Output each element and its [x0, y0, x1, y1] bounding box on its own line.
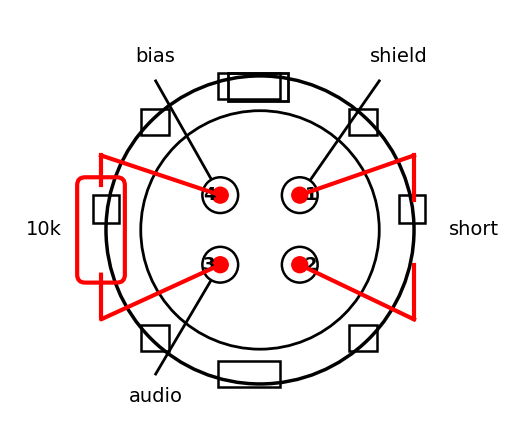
Bar — [218, 73, 280, 99]
Text: 3: 3 — [203, 256, 215, 274]
Text: 10k: 10k — [26, 220, 61, 239]
Bar — [228, 73, 288, 101]
Bar — [350, 325, 377, 351]
Bar — [350, 109, 377, 135]
Text: 1: 1 — [305, 186, 317, 204]
Text: shield: shield — [370, 47, 428, 66]
Bar — [399, 195, 425, 223]
Circle shape — [212, 257, 228, 273]
Text: 4: 4 — [203, 186, 215, 204]
Bar — [93, 195, 119, 223]
Circle shape — [202, 247, 238, 282]
Circle shape — [282, 247, 318, 282]
Bar — [218, 361, 280, 387]
Text: short: short — [449, 220, 499, 239]
Circle shape — [292, 257, 308, 273]
Circle shape — [202, 177, 238, 213]
Bar — [141, 109, 169, 135]
Circle shape — [292, 187, 308, 203]
Text: audio: audio — [129, 387, 183, 407]
Circle shape — [282, 177, 318, 213]
Text: 2: 2 — [305, 256, 317, 274]
Bar — [141, 325, 169, 351]
Circle shape — [212, 187, 228, 203]
Text: bias: bias — [136, 47, 176, 66]
